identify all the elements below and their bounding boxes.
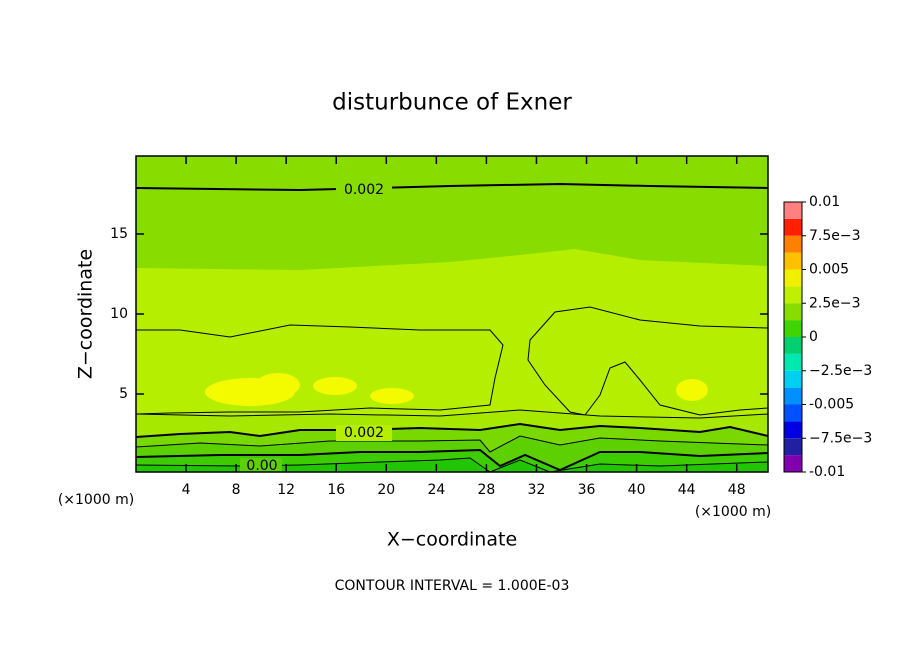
colorbar-band [784,320,802,337]
x-unit-label: (×1000 m) [695,504,771,520]
colorbar-band [784,370,802,388]
contour-label: 0.002 [344,182,384,198]
colorbar-band [784,202,802,219]
contour-field [136,156,768,472]
colorbar-tick-label: 0.01 [809,194,840,210]
colorbar-band [784,421,802,439]
x-tick-label: 20 [377,482,395,498]
y-unit-label: (×1000 m) [58,492,134,508]
colorbar-band [784,387,802,405]
colorbar-band [784,286,802,304]
colorbar-tick-label: −2.5e−3 [809,363,872,379]
x-tick-label: 32 [528,482,546,498]
chart-title: disturbunce of Exner [332,90,572,116]
x-tick-label: 48 [728,482,746,498]
colorbar-band [784,235,802,253]
colorbar-tick-label: 0 [809,329,818,345]
x-tick-label: 40 [628,482,646,498]
x-tick-label: 24 [427,482,445,498]
colorbar-band [784,404,802,422]
colorbar-band [784,218,802,236]
colorbar-tick-label: 7.5e−3 [809,228,861,244]
colorbar-band [784,438,802,456]
y-axis-label: Z−coordinate [75,249,97,379]
y-tick-label: 5 [119,386,128,402]
contour-label: 0.002 [344,425,384,441]
colorbar-band [784,353,802,371]
y-tick-label: 10 [110,306,128,322]
label-bg [336,425,392,441]
colorbar-band [784,337,802,354]
colorbar-tick-label: -0.005 [809,397,854,413]
colorbar-tick-label: -0.01 [809,464,845,480]
label-bg [240,458,282,472]
colorbar-band [784,455,802,472]
x-tick-label: 16 [327,482,345,498]
colorbar-band [784,303,802,321]
x-tick-label: 36 [578,482,596,498]
y-tick-label: 15 [110,226,128,242]
x-tick-label: 4 [182,482,191,498]
colorbar-band [784,269,802,287]
label-bg [336,181,392,197]
colorbar-tick-label: 2.5e−3 [809,295,861,311]
x-tick-label: 28 [478,482,496,498]
colorbar-tick-label: 0.005 [809,262,849,278]
x-tick-label: 8 [232,482,241,498]
footer: CONTOUR INTERVAL = 1.000E-03 [335,578,570,594]
x-tick-label: 12 [277,482,295,498]
colorbar-tick-label: −7.5e−3 [809,430,872,446]
colorbar-band [784,252,802,270]
x-tick-label: 44 [678,482,696,498]
contour-label: 0.00 [246,458,277,474]
x-axis-label: X−coordinate [387,529,517,551]
